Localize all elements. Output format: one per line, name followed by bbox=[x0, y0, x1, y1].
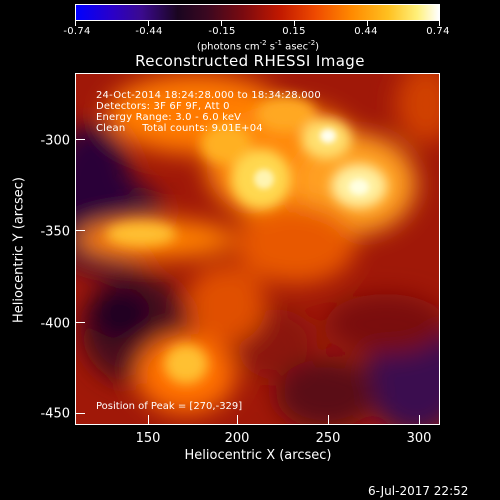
colorbar-tick-label: -0.44 bbox=[135, 26, 163, 37]
colorbar-tick bbox=[439, 21, 440, 26]
y-tick-label: -350 bbox=[40, 224, 70, 240]
colorbar-tick bbox=[367, 21, 368, 26]
y-tick-label: -400 bbox=[40, 316, 70, 332]
x-tick-mark bbox=[148, 415, 149, 424]
info-detectors: Detectors: 3F 6F 9F, Att 0 bbox=[96, 101, 230, 112]
x-tick-label: 250 bbox=[315, 431, 341, 446]
colorbar-tick-label: -0.74 bbox=[63, 26, 91, 37]
colorbar-units: (photons cm-2 s-1 asec-2) bbox=[196, 39, 320, 53]
x-tick-label: 200 bbox=[224, 431, 250, 446]
colorbar-tick-label: 0.15 bbox=[282, 26, 306, 37]
x-tick-label: 300 bbox=[406, 431, 432, 446]
rhessi-image: 24-Oct-2014 18:24:28.000 to 18:34:28.000… bbox=[75, 73, 440, 425]
x-axis-title: Heliocentric X (arcsec) bbox=[184, 448, 332, 463]
y-tick-label: -450 bbox=[40, 406, 70, 422]
y-axis-title: Heliocentric Y (arcsec) bbox=[11, 177, 27, 323]
colorbar-tick bbox=[294, 21, 295, 26]
colorbar-tick-label: 0.74 bbox=[426, 26, 450, 37]
plot-title: Reconstructed RHESSI Image bbox=[135, 52, 365, 70]
rhessi-heatmap: 24-Oct-2014 18:24:28.000 to 18:34:28.000… bbox=[76, 74, 439, 424]
info-energy-range: Energy Range: 3.0 - 6.0 keV bbox=[96, 112, 241, 123]
info-total-counts: Clean Total counts: 9.01E+04 bbox=[96, 123, 263, 134]
x-tick-mark bbox=[419, 415, 420, 424]
y-tick-mark bbox=[76, 139, 85, 140]
date-stamp: 6-Jul-2017 22:52 bbox=[368, 484, 469, 498]
y-tick-mark bbox=[76, 413, 85, 414]
y-tick-label: -300 bbox=[40, 133, 70, 149]
x-tick-label: 150 bbox=[135, 431, 161, 446]
colorbar-tick-label: 0.44 bbox=[354, 26, 378, 37]
y-tick-mark bbox=[76, 230, 85, 231]
colorbar-tick-label: -0.15 bbox=[208, 26, 236, 37]
colorbar-tick bbox=[75, 21, 76, 26]
x-tick-mark bbox=[328, 415, 329, 424]
colorbar-tick bbox=[148, 21, 149, 26]
colorbar bbox=[75, 4, 440, 21]
y-tick-mark bbox=[76, 322, 85, 323]
colorbar-tick bbox=[221, 21, 222, 26]
x-tick-mark bbox=[237, 415, 238, 424]
colorbar-gradient bbox=[76, 5, 439, 20]
peak-position: Position of Peak = [270,-329] bbox=[96, 401, 242, 412]
info-time-range: 24-Oct-2014 18:24:28.000 to 18:34:28.000 bbox=[96, 90, 321, 101]
